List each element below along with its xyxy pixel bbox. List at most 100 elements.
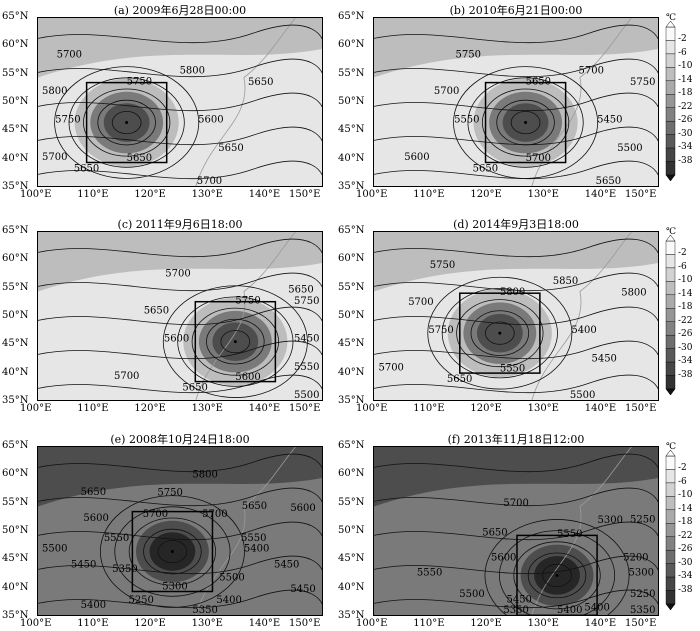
- colorbar-arrow-top: [665, 21, 676, 28]
- contour-label: 5700: [57, 50, 82, 61]
- contour-label: 5700: [165, 269, 190, 280]
- height-contour: [38, 487, 322, 507]
- colorbar: [665, 235, 676, 396]
- x-tick-label: 110°E: [77, 189, 109, 200]
- colorbar-arrow-bottom: [665, 388, 676, 396]
- x-tick-label: 150°E: [625, 189, 657, 200]
- panel-title: (c) 2011年9月6日18:00: [117, 218, 243, 231]
- colorbar-segment: [665, 294, 676, 309]
- colorbar-segment: [665, 40, 676, 55]
- colorbar-label: -6: [678, 47, 687, 58]
- height-contour: [374, 340, 658, 360]
- height-contour: [374, 24, 658, 44]
- x-tick-label: 140°E: [584, 403, 617, 414]
- height-contour: [374, 126, 658, 146]
- height-contour: [162, 285, 308, 398]
- y-tick-label: 40°N: [338, 152, 365, 164]
- height-contour: [374, 306, 658, 326]
- y-tick-label: 50°N: [2, 310, 29, 321]
- colorbar-label: -18: [678, 517, 693, 528]
- contour-label: 5650: [482, 527, 507, 538]
- height-contour: [38, 521, 322, 541]
- contour-label: 5650: [127, 153, 152, 164]
- contour-label: 5550: [241, 533, 266, 544]
- colorbar-label: -10: [678, 275, 693, 286]
- colorbar-unit: ℃: [666, 227, 677, 237]
- contour-label: 5650: [182, 383, 207, 394]
- height-contour: [99, 495, 245, 608]
- colorbar-segment: [665, 455, 676, 470]
- contour-label: 5750: [630, 77, 655, 88]
- contour-label: 5700: [434, 86, 459, 97]
- contour-label: 5750: [428, 325, 453, 336]
- contour-label: 5750: [294, 296, 319, 307]
- contour-label: 5600: [235, 372, 260, 383]
- y-tick-label: 65°N: [2, 11, 29, 22]
- colorbar-segment: [665, 576, 676, 591]
- contour-label: 5650: [447, 374, 472, 385]
- height-contour: [54, 66, 200, 179]
- y-tick-label: 60°N: [2, 468, 29, 480]
- colorbar-arrow-bottom: [665, 603, 676, 611]
- height-contour: [38, 340, 322, 360]
- cyclone-center-dot: [555, 573, 559, 577]
- y-tick-label: 50°N: [338, 310, 365, 321]
- height-contour: [38, 238, 322, 258]
- height-contour: [114, 506, 231, 597]
- map-svg: 5400 5450 5500 5550 5650 5700 5750 5700 5750 5800…: [374, 232, 658, 400]
- contour-label: 5300: [162, 581, 187, 592]
- colorbar-segment: [665, 523, 676, 537]
- colorbar-segment: [665, 563, 676, 578]
- y-tick-label: 45°N: [2, 553, 29, 565]
- height-contour: [68, 77, 185, 168]
- y-tick-label: 55°N: [2, 496, 29, 508]
- colorbar-label: -26: [678, 544, 693, 555]
- contour-label: 5750: [430, 260, 455, 271]
- contour-label: 5400: [216, 595, 241, 606]
- contour-label: 5700: [143, 509, 168, 520]
- contour-label: 5650: [144, 305, 169, 316]
- colorbar-label: -30: [678, 557, 693, 568]
- height-contour: [527, 552, 587, 599]
- colorbar-label: -38: [678, 155, 693, 166]
- colorbar-label: -22: [678, 101, 693, 112]
- colorbar-segment: [665, 308, 676, 322]
- height-contour: [374, 272, 658, 292]
- colorbar-segment: [665, 161, 676, 176]
- colorbar-label: -10: [678, 61, 693, 72]
- cyclone-box: [459, 292, 541, 374]
- colorbar-segment: [665, 147, 676, 162]
- contour-label: 5850: [553, 276, 578, 287]
- contour-label: 5750: [127, 76, 152, 87]
- cyclone-box: [194, 300, 277, 383]
- y-tick-label: 55°N: [338, 281, 365, 293]
- x-tick-label: 150°E: [289, 618, 321, 629]
- height-contour: [481, 88, 570, 157]
- panel-title: (a) 2009年6月28日00:00: [113, 4, 247, 17]
- contour-label: 5650: [473, 164, 498, 175]
- temperature-shading-north: [374, 447, 658, 507]
- contour-label: 5350: [112, 564, 137, 575]
- colorbar-segment: [665, 334, 676, 349]
- height-contour: [206, 318, 265, 365]
- y-tick-label: 55°N: [2, 67, 29, 79]
- x-tick-label: 130°E: [527, 618, 559, 629]
- cyclone-box: [484, 81, 567, 164]
- colorbar-label: -38: [678, 584, 693, 595]
- y-tick-label: 40°N: [2, 152, 29, 164]
- x-tick-label: 100°E: [356, 403, 388, 414]
- contour-label: 5700: [578, 66, 603, 77]
- colorbar-label: -30: [678, 128, 693, 139]
- map-plot-area: 5400 5450 5500 5550 5650 5700 5750 5700 5750 5800…: [373, 231, 659, 401]
- contour-label: 5250: [630, 514, 655, 525]
- x-tick-label: 130°E: [191, 618, 223, 629]
- contour-label: 5550: [294, 362, 319, 373]
- contour-label: 5250: [630, 589, 655, 600]
- cyclone-center-dot: [524, 121, 528, 125]
- y-tick-label: 60°N: [338, 39, 365, 51]
- colorbar-label: -10: [678, 490, 693, 501]
- contour-label: 5650: [74, 164, 99, 175]
- height-contour: [38, 453, 322, 473]
- contour-label: 5600: [164, 334, 189, 345]
- contour-label: 5300: [629, 567, 654, 578]
